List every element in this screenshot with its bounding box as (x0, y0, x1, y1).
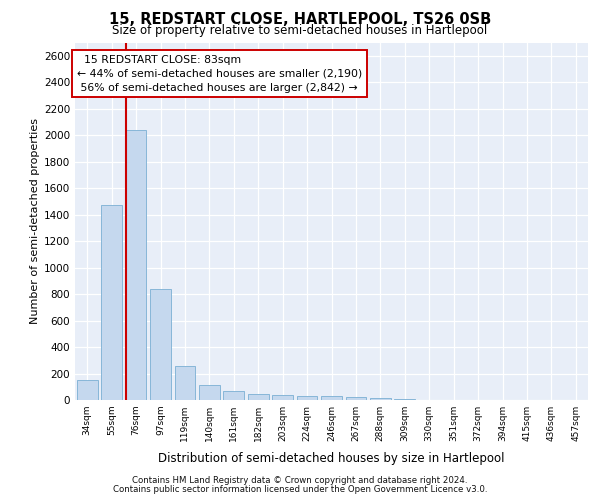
Bar (199, 385, 220, 400)
Bar (101, 206, 122, 400)
Text: Size of property relative to semi-detached houses in Hartlepool: Size of property relative to semi-detach… (112, 24, 488, 37)
Text: Contains HM Land Registry data © Crown copyright and database right 2024.: Contains HM Land Registry data © Crown c… (132, 476, 468, 485)
Bar (175, 366, 196, 400)
Text: 15 REDSTART CLOSE: 83sqm
← 44% of semi-detached houses are smaller (2,190)
 56% : 15 REDSTART CLOSE: 83sqm ← 44% of semi-d… (77, 54, 362, 92)
X-axis label: Distribution of semi-detached houses by size in Hartlepool: Distribution of semi-detached houses by … (158, 452, 505, 466)
Bar (150, 290, 171, 400)
Bar (394, 398, 415, 400)
Bar (296, 396, 317, 400)
Bar (370, 398, 391, 400)
Bar (223, 390, 244, 400)
Bar (77, 380, 98, 400)
Bar (125, 130, 146, 400)
Text: Contains public sector information licensed under the Open Government Licence v3: Contains public sector information licen… (113, 485, 487, 494)
Bar (321, 396, 342, 400)
Text: 15, REDSTART CLOSE, HARTLEPOOL, TS26 0SB: 15, REDSTART CLOSE, HARTLEPOOL, TS26 0SB (109, 12, 491, 28)
Bar (346, 396, 367, 400)
Bar (272, 396, 293, 400)
Y-axis label: Number of semi-detached properties: Number of semi-detached properties (30, 118, 40, 324)
Bar (248, 394, 269, 400)
